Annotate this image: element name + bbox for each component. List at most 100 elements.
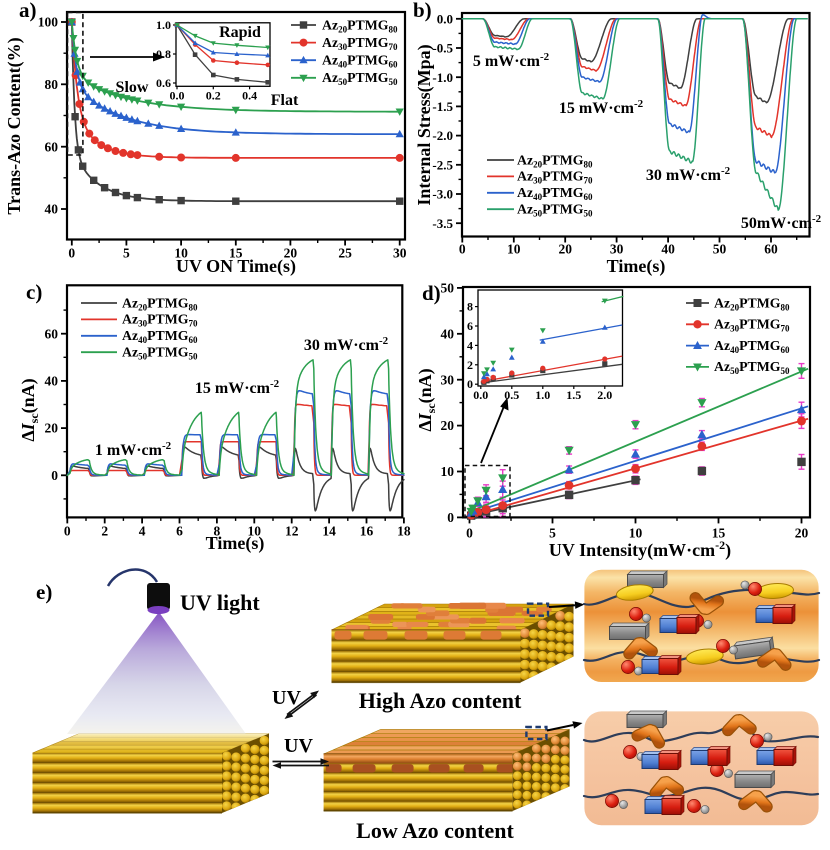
svg-text:Az40​PTMG60​: Az40​PTMG60​ — [322, 53, 398, 70]
svg-text:Az50​PTMG50​: Az50​PTMG50​ — [322, 70, 398, 87]
svg-text:10: 10 — [441, 464, 455, 479]
svg-text:Az40​PTMG60​: Az40​PTMG60​ — [517, 185, 593, 202]
svg-text:18: 18 — [397, 523, 411, 538]
svg-text:0.8: 0.8 — [156, 47, 171, 61]
svg-text:20: 20 — [284, 246, 298, 261]
svg-text:15 mW·cm-2​: 15 mW·cm-2​ — [195, 378, 280, 397]
svg-text:Time(s): Time(s) — [206, 533, 265, 554]
svg-text:2: 2 — [467, 358, 473, 372]
svg-text:20: 20 — [441, 418, 455, 433]
svg-text:Az30​PTMG70​: Az30​PTMG70​ — [517, 169, 593, 186]
svg-text:25: 25 — [338, 246, 352, 261]
svg-text:30 mW·cm-2​: 30 mW·cm-2​ — [646, 165, 731, 184]
svg-text:Az40​PTMG60​: Az40​PTMG60​ — [122, 328, 198, 345]
svg-text:Az30​PTMG70​: Az30​PTMG70​ — [122, 312, 198, 329]
svg-text:Low Azo content: Low Azo content — [356, 818, 514, 843]
svg-text:5: 5 — [123, 246, 130, 261]
svg-text:20: 20 — [558, 242, 572, 257]
svg-text:UV ON Time(s): UV ON Time(s) — [176, 256, 296, 277]
svg-text:5: 5 — [549, 525, 556, 540]
svg-text:10: 10 — [174, 246, 188, 261]
svg-text:40: 40 — [661, 242, 675, 257]
svg-text:UV Intensity(mW·cm-2​): UV Intensity(mW·cm-2​) — [549, 538, 731, 561]
svg-text:c): c) — [26, 280, 42, 304]
svg-text:50: 50 — [441, 281, 455, 296]
svg-text:2: 2 — [101, 523, 108, 538]
svg-text:40: 40 — [45, 202, 59, 217]
svg-text:ΔIsc​(nA): ΔIsc​(nA) — [18, 378, 41, 441]
svg-text:-0.5: -0.5 — [432, 41, 453, 56]
svg-text:Az50​PTMG50​: Az50​PTMG50​ — [122, 345, 198, 362]
svg-text:e): e) — [36, 580, 52, 604]
svg-text:Az30​PTMG70​: Az30​PTMG70​ — [714, 317, 790, 334]
svg-text:Az20​PTMG80​: Az20​PTMG80​ — [517, 152, 593, 169]
svg-text:Az20​PTMG80​: Az20​PTMG80​ — [322, 17, 398, 34]
svg-text:Time(s): Time(s) — [607, 256, 666, 277]
svg-text:b): b) — [413, 0, 432, 22]
svg-text:6: 6 — [467, 319, 473, 333]
svg-text:1 mW·cm-2​: 1 mW·cm-2​ — [95, 440, 172, 459]
svg-text:Internal Stress(Mpa): Internal Stress(Mpa) — [414, 44, 435, 205]
svg-text:40: 40 — [45, 374, 59, 389]
svg-text:15: 15 — [712, 525, 726, 540]
svg-text:20: 20 — [45, 421, 59, 436]
svg-text:50mW·cm-2​: 50mW·cm-2​ — [741, 213, 822, 232]
svg-text:UV light: UV light — [180, 590, 260, 615]
svg-text:4: 4 — [139, 523, 146, 538]
svg-text:16: 16 — [360, 523, 374, 538]
svg-text:4: 4 — [467, 338, 473, 352]
svg-text:Az20​PTMG80​: Az20​PTMG80​ — [714, 295, 790, 312]
svg-text:ΔIsc​(nA): ΔIsc​(nA) — [415, 368, 438, 431]
svg-text:-1.5: -1.5 — [432, 99, 453, 114]
svg-text:0: 0 — [64, 523, 71, 538]
svg-text:0: 0 — [467, 377, 473, 391]
svg-text:1.5: 1.5 — [566, 388, 581, 402]
svg-text:0.0: 0.0 — [170, 88, 185, 102]
svg-text:Az30​PTMG70​: Az30​PTMG70​ — [322, 35, 398, 52]
svg-text:6: 6 — [176, 523, 183, 538]
svg-text:Slow: Slow — [116, 79, 149, 96]
svg-text:d): d) — [422, 281, 441, 305]
svg-text:60: 60 — [45, 139, 59, 154]
svg-text:-3.5: -3.5 — [432, 216, 453, 231]
svg-text:High Azo content: High Azo content — [359, 688, 522, 713]
svg-text:-2.5: -2.5 — [432, 157, 453, 172]
svg-text:40: 40 — [441, 326, 455, 341]
svg-text:30 mW·cm-2​: 30 mW·cm-2​ — [304, 335, 389, 354]
svg-text:5 mW·cm-2​: 5 mW·cm-2​ — [473, 51, 550, 70]
svg-text:10: 10 — [629, 525, 643, 540]
svg-text:Rapid: Rapid — [219, 24, 261, 41]
svg-text:-2.0: -2.0 — [432, 128, 453, 143]
svg-text:14: 14 — [322, 523, 336, 538]
svg-text:Az50​PTMG50​: Az50​PTMG50​ — [517, 202, 593, 219]
svg-text:2.0: 2.0 — [597, 388, 612, 402]
svg-text:0.0: 0.0 — [437, 11, 453, 26]
svg-text:0: 0 — [447, 510, 454, 525]
svg-text:10: 10 — [248, 523, 262, 538]
svg-text:30: 30 — [441, 372, 455, 387]
svg-text:15: 15 — [229, 246, 243, 261]
svg-text:60: 60 — [764, 242, 778, 257]
svg-text:0: 0 — [459, 242, 466, 257]
svg-text:30: 30 — [610, 242, 624, 257]
svg-text:a): a) — [19, 0, 37, 22]
svg-text:10: 10 — [507, 242, 521, 257]
svg-text:Trans-Azo Content(%): Trans-Azo Content(%) — [4, 37, 25, 214]
svg-text:0: 0 — [466, 525, 473, 540]
svg-text:30: 30 — [393, 246, 407, 261]
svg-text:0.4: 0.4 — [242, 88, 257, 102]
svg-text:12: 12 — [285, 523, 299, 538]
svg-text:100: 100 — [38, 15, 59, 30]
svg-text:UV: UV — [272, 687, 301, 709]
svg-text:20: 20 — [795, 525, 809, 540]
svg-text:0: 0 — [68, 246, 75, 261]
svg-text:50: 50 — [713, 242, 727, 257]
svg-text:Az50​PTMG50​: Az50​PTMG50​ — [714, 359, 790, 376]
svg-text:60: 60 — [45, 326, 59, 341]
svg-text:0.5: 0.5 — [504, 388, 519, 402]
svg-text:0.0: 0.0 — [473, 388, 488, 402]
svg-text:15 mW·cm-2​: 15 mW·cm-2​ — [559, 98, 644, 117]
svg-text:Flat: Flat — [271, 92, 299, 109]
svg-text:Az40​PTMG60​: Az40​PTMG60​ — [714, 338, 790, 355]
svg-text:0.6: 0.6 — [156, 76, 171, 90]
